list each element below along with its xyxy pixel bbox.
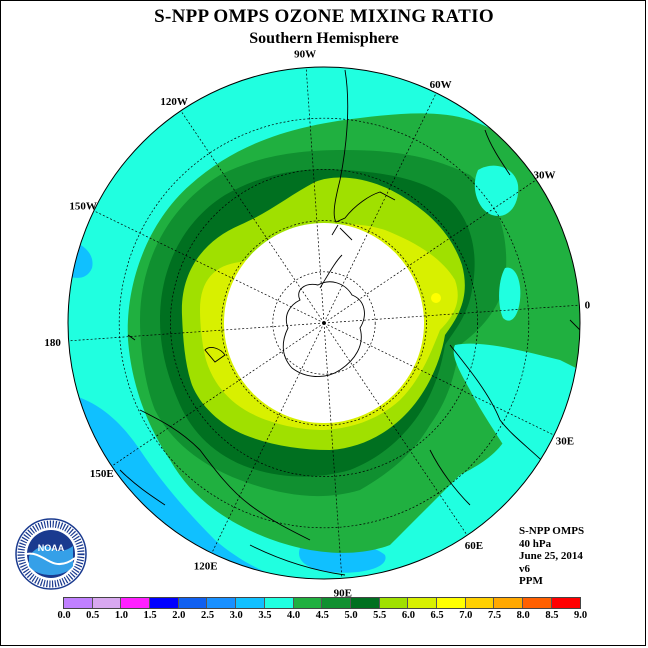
- meridian-line: [323, 322, 343, 579]
- colorbar-tick-label: 6.5: [430, 610, 444, 621]
- latitude-circle: [221, 220, 427, 426]
- info-panel: S-NPP OMPS 40 hPa June 25, 2014 v6 PPM: [519, 525, 584, 588]
- meridian-line: [180, 110, 325, 324]
- latitude-circle: [272, 271, 376, 375]
- instrument-label: S-NPP OMPS: [519, 525, 585, 537]
- meridian-line: [323, 179, 537, 324]
- colorbar-tick-label: 4.0: [287, 610, 301, 621]
- colorbar-tick-label: 0.5: [86, 610, 100, 621]
- longitude-label: 30E: [556, 435, 574, 447]
- colorbar-tick-label: 1.5: [143, 610, 157, 621]
- longitude-label: 90E: [334, 587, 352, 599]
- meridian-line: [68, 322, 325, 342]
- noaa-logo-icon: NOAA: [15, 518, 87, 590]
- colorbar-swatch: [121, 598, 151, 608]
- meridian-line: [323, 92, 437, 324]
- ozone-field: [68, 67, 580, 579]
- colorbar-tick-label: 5.0: [344, 610, 358, 621]
- colorbar-swatch: [465, 598, 495, 608]
- colorbar-tick-label: 0.0: [57, 610, 71, 621]
- longitude-label: 30W: [534, 169, 556, 181]
- colorbar-swatch: [150, 598, 179, 608]
- units-label: PPM: [519, 575, 543, 587]
- colorbar-tick-label: 9.0: [574, 610, 588, 621]
- colorbar-tick-label: 1.0: [114, 610, 128, 621]
- colorbar-tick-label: 3.5: [258, 610, 272, 621]
- colorbar-tick-label: 3.0: [229, 610, 243, 621]
- colorbar-swatch: [408, 598, 437, 608]
- map-border: [67, 66, 581, 580]
- longitude-labels: 90W 60W 30W 0 30E 60E 90E 120E 150E 180 150W 120W: [44, 49, 590, 600]
- meridian-line: [323, 322, 555, 436]
- longitude-label: 150W: [69, 201, 97, 213]
- longitude-label: 120W: [160, 96, 188, 108]
- colorbar-swatch: [551, 598, 581, 608]
- longitude-label: 150E: [90, 468, 114, 480]
- graticule: [68, 67, 580, 579]
- longitude-label: 0: [585, 300, 591, 312]
- longitude-label: 60W: [430, 79, 452, 91]
- colorbar-tick-label: 7.5: [487, 610, 502, 621]
- ozone-band-3-5-4-0-blob: [474, 165, 519, 216]
- longitude-label: 120E: [194, 561, 218, 573]
- colorbar-tick-label: 8.5: [545, 610, 559, 621]
- longitude-label: 90W: [294, 49, 316, 61]
- colorbar-tick-label: 8.0: [516, 610, 530, 621]
- latitude-circle: [170, 169, 478, 477]
- colorbar-swatch: [64, 598, 93, 608]
- coastlines: [119, 69, 580, 576]
- longitude-label: 180: [44, 337, 61, 349]
- ozone-band-3-5-4-0-blob-2: [499, 267, 521, 321]
- map-subtitle: Southern Hemisphere: [249, 30, 399, 47]
- colorbar-swatch: [379, 598, 409, 608]
- meridian-line: [93, 210, 325, 324]
- ozone-band-6-5-7-0: [431, 293, 441, 303]
- colorbar-tick-label: 4.5: [315, 610, 329, 621]
- colorbar-swatch: [293, 598, 323, 608]
- date-label: June 25, 2014: [519, 550, 583, 562]
- south-pole-marker: [322, 321, 326, 325]
- colorbar-tick-label: 2.5: [200, 610, 215, 621]
- map-title: S-NPP OMPS OZONE MIXING RATIO: [154, 6, 494, 27]
- colorbar-swatch: [436, 598, 466, 608]
- colorbar-swatch: [523, 598, 552, 608]
- colorbar-swatch: [92, 598, 122, 608]
- noaa-logo-text: NOAA: [38, 543, 65, 553]
- colorbar-swatch: [322, 598, 351, 608]
- colorbar-swatch: [494, 598, 523, 608]
- colorbar: [63, 597, 582, 609]
- meridian-line: [323, 304, 580, 324]
- colorbar-tick-label: 2.0: [172, 610, 186, 621]
- latitude-circle: [118, 117, 530, 529]
- version-label: v6: [519, 562, 530, 575]
- meridian-line: [111, 322, 325, 467]
- colorbar-swatch: [178, 598, 208, 608]
- colorbar-swatch: [264, 598, 294, 608]
- meridian-line: [211, 322, 325, 554]
- longitude-label: 60E: [465, 540, 483, 552]
- colorbar-tick-label: 7.0: [459, 610, 473, 621]
- pressure-level: 40 hPa: [519, 537, 552, 550]
- colorbar-swatch: [207, 598, 237, 608]
- colorbar-tick-label: 6.0: [401, 610, 415, 621]
- colorbar-swatch: [236, 598, 265, 608]
- meridian-line: [323, 322, 468, 536]
- colorbar-swatch: [350, 598, 380, 608]
- colorbar-tick-label: 5.5: [373, 610, 387, 621]
- meridian-line: [305, 67, 325, 324]
